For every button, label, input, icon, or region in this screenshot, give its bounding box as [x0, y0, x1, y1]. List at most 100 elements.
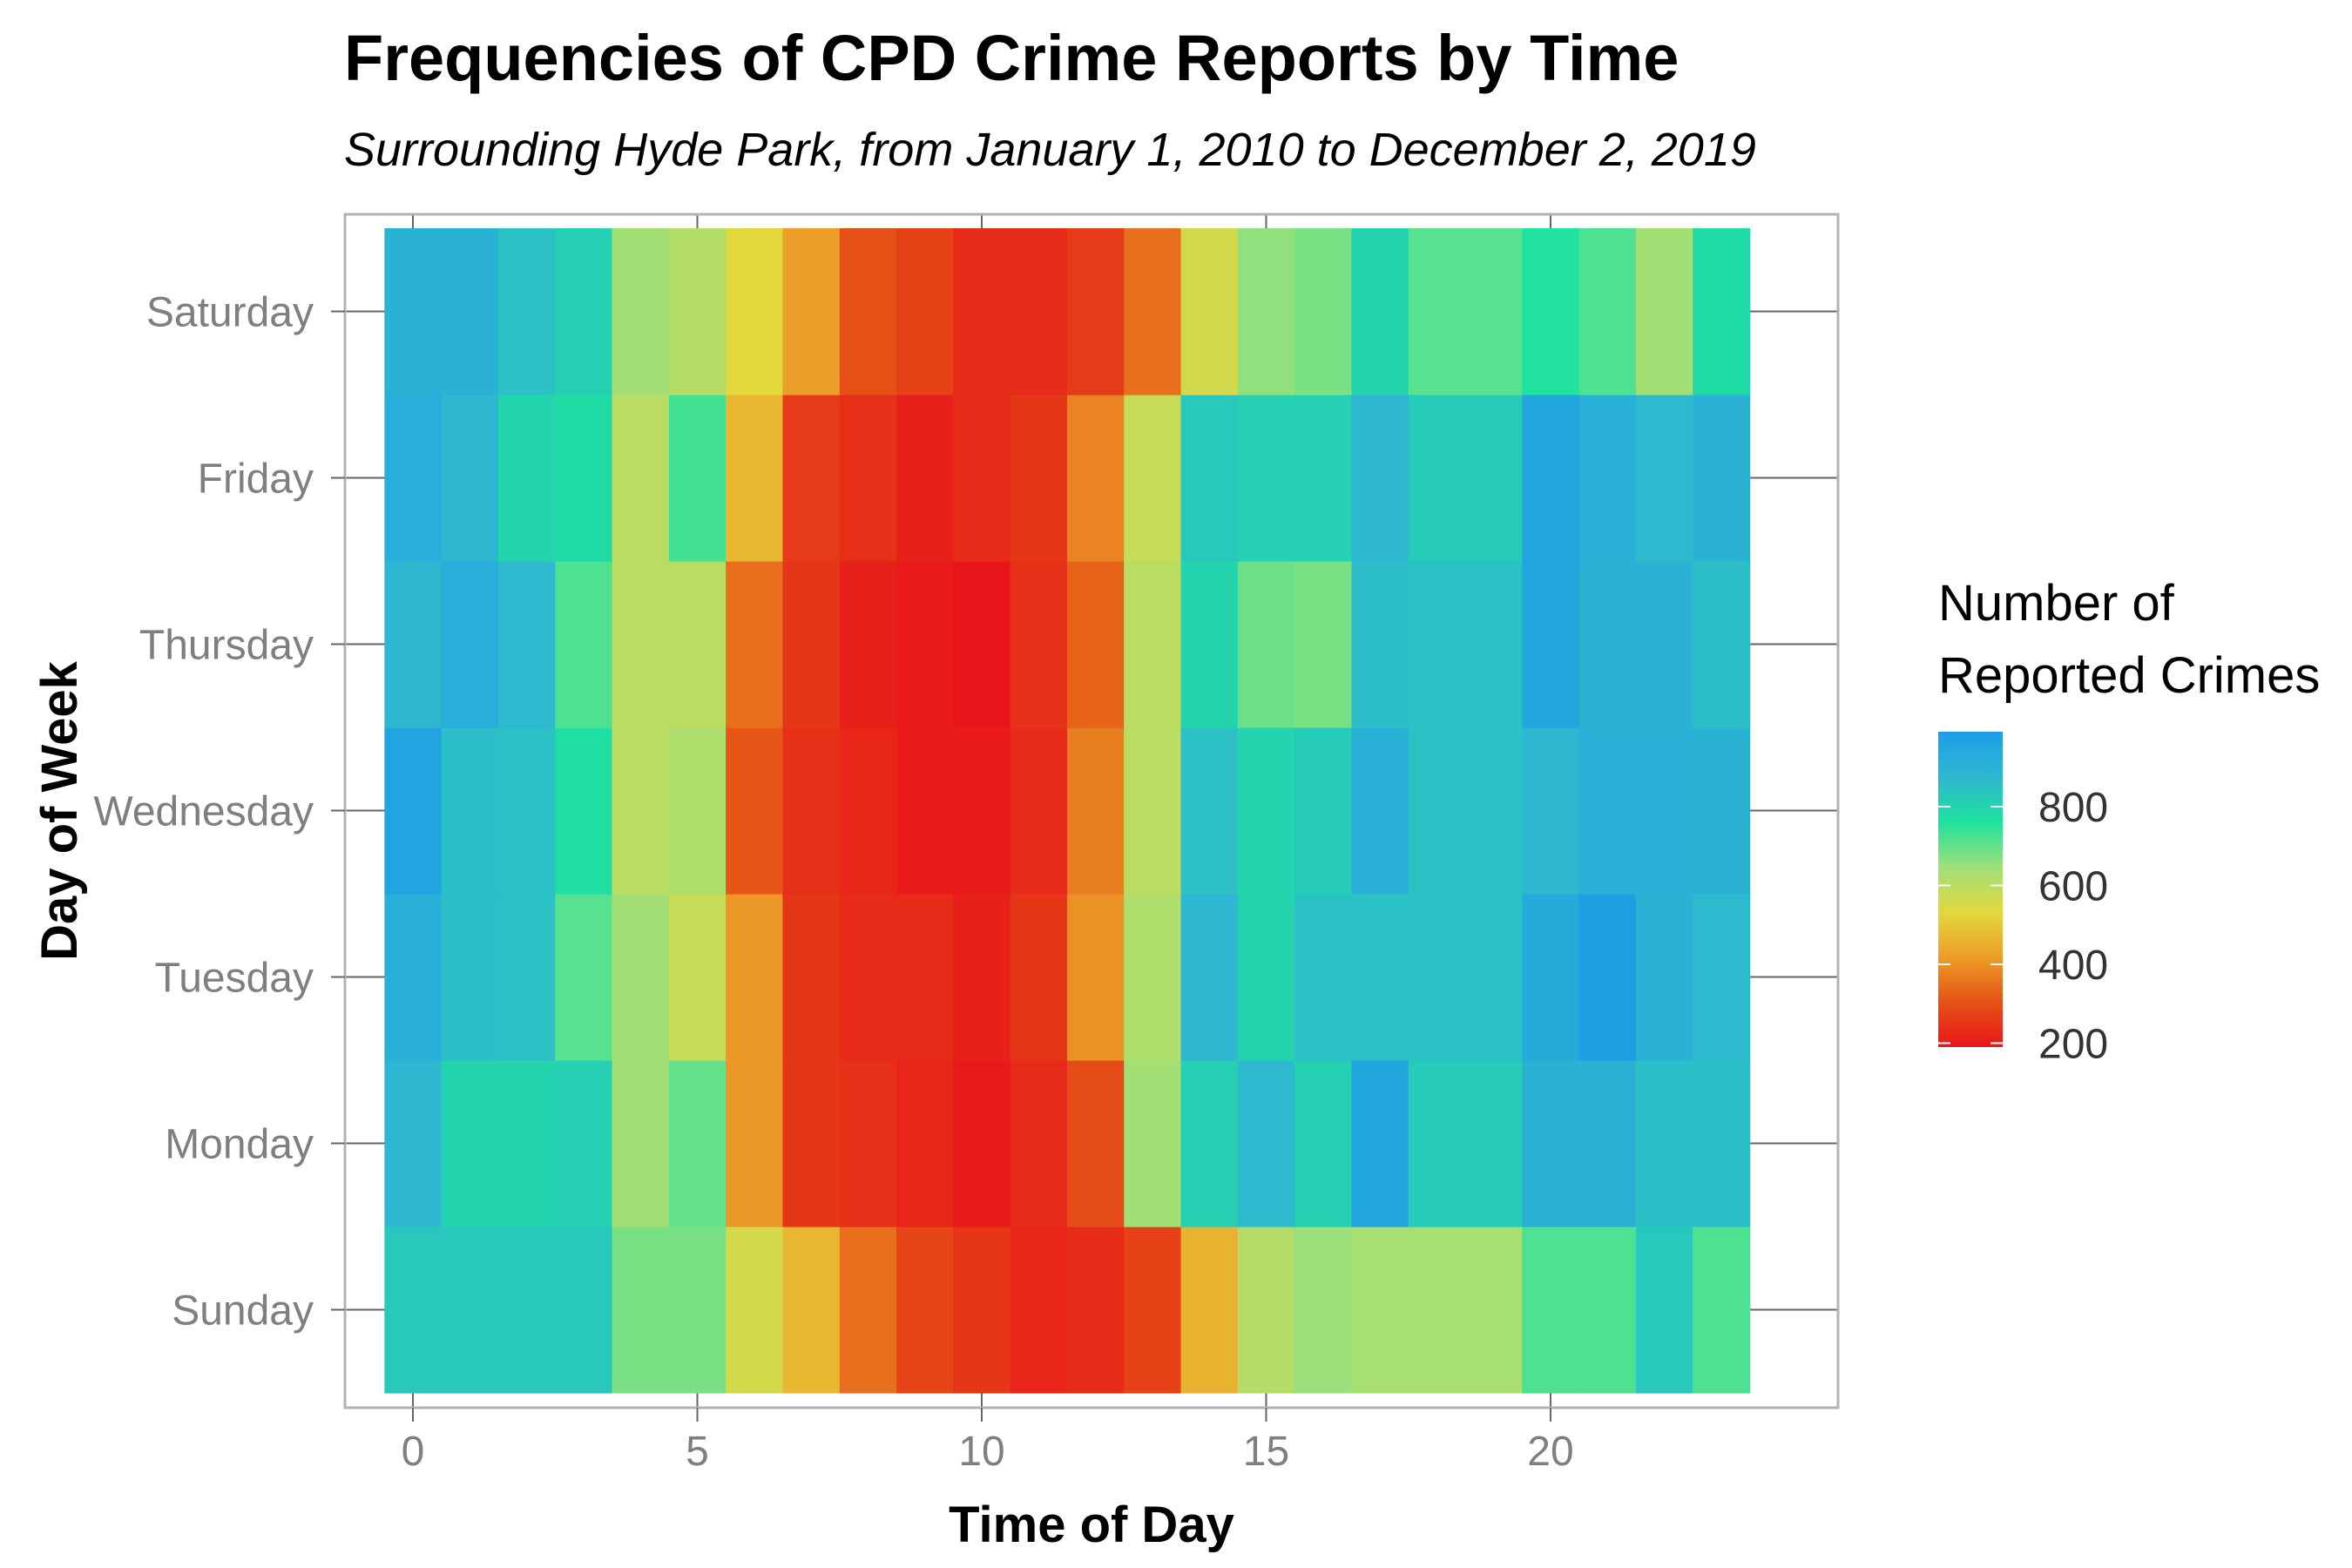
heatmap-cell-saturday-11: [1010, 228, 1068, 395]
heatmap-cell-saturday-10: [953, 228, 1011, 395]
heatmap-cell-monday-16: [1294, 1060, 1353, 1227]
heatmap-cell-tuesday-21: [1578, 894, 1637, 1061]
heatmap-cell-monday-4: [612, 1060, 670, 1227]
heatmap-cell-saturday-12: [1066, 228, 1125, 395]
heatmap-cell-thursday-12: [1066, 561, 1125, 728]
heatmap-cell-monday-10: [953, 1060, 1011, 1227]
heatmap-cell-tuesday-0: [384, 894, 443, 1061]
heatmap-cell-sunday-7: [782, 1227, 841, 1394]
heatmap-cell-friday-2: [497, 395, 556, 562]
heatmap-cell-friday-11: [1010, 395, 1068, 562]
heatmap-cell-saturday-19: [1465, 228, 1523, 395]
heatmap-cell-sunday-11: [1010, 1227, 1068, 1394]
legend-title-line1: Number of: [1938, 575, 2175, 632]
heatmap-cell-friday-12: [1066, 395, 1125, 562]
heatmap-cell-saturday-3: [555, 228, 613, 395]
heatmap-cell-tuesday-17: [1351, 894, 1409, 1061]
x-tick-label-20: 20: [1527, 1429, 1573, 1475]
heatmap-cell-thursday-6: [726, 561, 784, 728]
heatmap-cell-thursday-11: [1010, 561, 1068, 728]
heatmap-cell-thursday-3: [555, 561, 613, 728]
heatmap-cell-saturday-16: [1294, 228, 1353, 395]
heatmap-cell-monday-23: [1693, 1060, 1751, 1227]
heatmap-cell-monday-17: [1351, 1060, 1409, 1227]
y-tick-label-wednesday: Wednesday: [93, 789, 314, 835]
heatmap-cell-wednesday-5: [668, 727, 727, 895]
heatmap-cell-thursday-2: [497, 561, 556, 728]
heatmap-cell-wednesday-10: [953, 727, 1011, 895]
legend-ticks: 200 400 600 800: [1938, 785, 2108, 1067]
heatmap-cell-saturday-8: [839, 228, 897, 395]
x-tick-label-5: 5: [686, 1429, 709, 1475]
heatmap-cell-monday-0: [384, 1060, 443, 1227]
y-axis-title: Day of Week: [31, 660, 88, 961]
heatmap-cell-friday-21: [1578, 395, 1637, 562]
heatmap-cell-saturday-18: [1408, 228, 1466, 395]
heatmap-cell-sunday-15: [1237, 1227, 1295, 1394]
heatmap-cell-sunday-8: [839, 1227, 897, 1394]
heatmap-cell-friday-23: [1693, 395, 1751, 562]
heatmap-cell-tuesday-22: [1635, 894, 1693, 1061]
heatmap-cell-friday-7: [782, 395, 841, 562]
heatmap-cell-monday-11: [1010, 1060, 1068, 1227]
heatmap-cell-tuesday-9: [896, 894, 954, 1061]
heatmap-cell-friday-22: [1635, 395, 1693, 562]
heatmap-cell-tuesday-12: [1066, 894, 1125, 1061]
heatmap-cell-tuesday-16: [1294, 894, 1353, 1061]
heatmap-cell-thursday-20: [1522, 561, 1580, 728]
y-tick-label-saturday: Saturday: [146, 290, 314, 336]
heatmap-cell-wednesday-7: [782, 727, 841, 895]
heatmap-cell-monday-2: [497, 1060, 556, 1227]
heatmap-cell-wednesday-1: [441, 727, 499, 895]
heatmap-cell-saturday-23: [1693, 228, 1751, 395]
heatmap-cell-tuesday-20: [1522, 894, 1580, 1061]
heatmap-cell-monday-18: [1408, 1060, 1466, 1227]
heatmap-cell-saturday-17: [1351, 228, 1409, 395]
heatmap-cell-monday-8: [839, 1060, 897, 1227]
heatmap-cell-saturday-15: [1237, 228, 1295, 395]
heatmap-cell-tuesday-3: [555, 894, 613, 1061]
heatmap-cell-thursday-14: [1180, 561, 1239, 728]
chart-title: Frequencies of CPD Crime Reports by Time: [344, 22, 1679, 94]
heatmap-cell-sunday-10: [953, 1227, 1011, 1394]
x-tick-label-10: 10: [958, 1429, 1004, 1475]
heatmap-cell-wednesday-16: [1294, 727, 1353, 895]
heatmap-cell-wednesday-12: [1066, 727, 1125, 895]
heatmap-cell-monday-14: [1180, 1060, 1239, 1227]
heatmap-cell-thursday-5: [668, 561, 727, 728]
heatmap-cell-sunday-19: [1465, 1227, 1523, 1394]
x-tick-label-0: 0: [402, 1429, 425, 1475]
heatmap-cell-thursday-1: [441, 561, 499, 728]
heatmap-cell-saturday-2: [497, 228, 556, 395]
heatmap-cell-tuesday-14: [1180, 894, 1239, 1061]
heatmap-cell-sunday-16: [1294, 1227, 1353, 1394]
heatmap-cell-monday-6: [726, 1060, 784, 1227]
heatmap-cell-sunday-17: [1351, 1227, 1409, 1394]
heatmap-cell-sunday-9: [896, 1227, 954, 1394]
heatmap-cell-saturday-1: [441, 228, 499, 395]
legend-tick-label-600: 600: [2038, 863, 2108, 909]
heatmap-cell-sunday-23: [1693, 1227, 1751, 1394]
heatmap-cell-tuesday-6: [726, 894, 784, 1061]
heatmap-cell-friday-16: [1294, 395, 1353, 562]
heatmap-cell-thursday-0: [384, 561, 443, 728]
heatmap-cell-tuesday-18: [1408, 894, 1466, 1061]
heatmap-cell-friday-15: [1237, 395, 1295, 562]
heatmap-cell-thursday-10: [953, 561, 1011, 728]
heatmap-cell-monday-3: [555, 1060, 613, 1227]
heatmap-cell-sunday-2: [497, 1227, 556, 1394]
heatmap-cell-monday-15: [1237, 1060, 1295, 1227]
heatmap-cell-monday-1: [441, 1060, 499, 1227]
heatmap-cell-monday-12: [1066, 1060, 1125, 1227]
heatmap-cell-wednesday-9: [896, 727, 954, 895]
y-tick-label-thursday: Thursday: [139, 623, 314, 669]
heatmap-cell-friday-20: [1522, 395, 1580, 562]
heatmap-cell-saturday-21: [1578, 228, 1637, 395]
heatmap-cell-monday-22: [1635, 1060, 1693, 1227]
heatmap-cell-thursday-19: [1465, 561, 1523, 728]
heatmap-cell-friday-5: [668, 395, 727, 562]
heatmap-cell-friday-17: [1351, 395, 1409, 562]
heatmap-cell-friday-14: [1180, 395, 1239, 562]
heatmap-cell-monday-9: [896, 1060, 954, 1227]
